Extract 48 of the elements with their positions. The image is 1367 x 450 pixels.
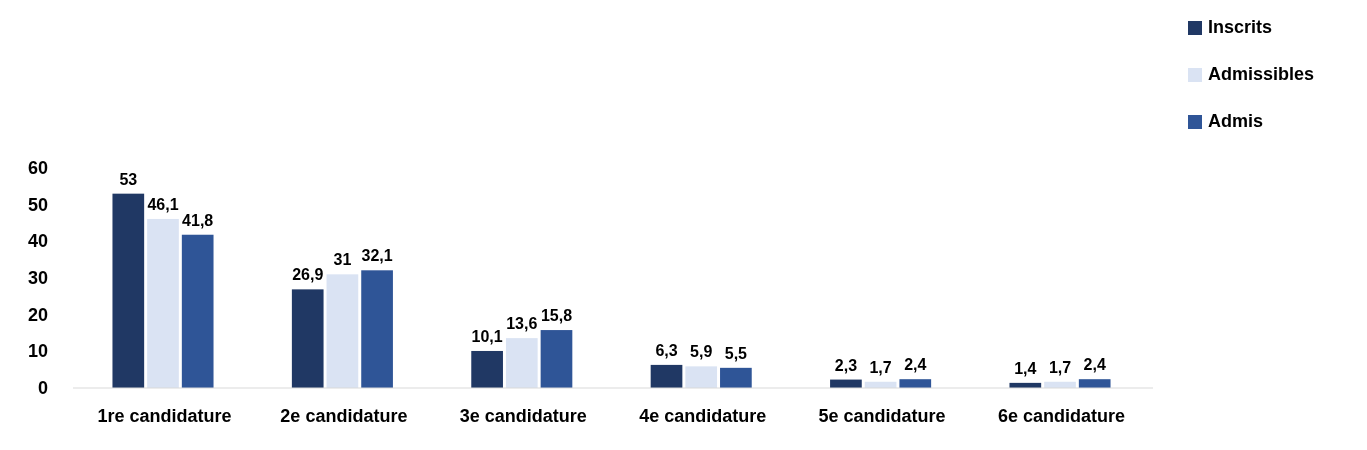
bar (291, 289, 324, 388)
x-tick-label: 4e candidature (639, 406, 767, 426)
bar (650, 364, 683, 388)
data-label: 6,3 (655, 341, 678, 359)
data-label: 1,7 (1048, 358, 1072, 376)
data-label: 26,9 (292, 266, 324, 284)
bar (505, 338, 538, 388)
bar (361, 270, 393, 388)
y-tick-label: 30 (27, 268, 48, 288)
data-label: 2,4 (1083, 356, 1106, 374)
legend-label: Inscrits (1208, 17, 1273, 37)
data-label: 2,3 (834, 356, 858, 374)
bar (685, 366, 718, 388)
x-tick-label: 3e candidature (459, 406, 587, 426)
x-tick-label: 2e candidature (280, 406, 408, 426)
legend-label: Admis (1208, 111, 1264, 131)
x-tick-label: 6e candidature (997, 406, 1126, 426)
data-label: 5,5 (724, 344, 748, 362)
data-label: 1,4 (1014, 359, 1037, 377)
bar (1078, 379, 1111, 388)
y-tick-label: 0 (37, 378, 48, 398)
data-label: 5,9 (690, 343, 713, 361)
data-label: 13,6 (506, 315, 538, 333)
bar (720, 367, 752, 388)
data-label: 41,8 (182, 211, 214, 229)
y-tick-label: 50 (27, 194, 48, 215)
bar (540, 330, 573, 388)
x-tick-label: 5e candidature (818, 406, 946, 426)
bar (899, 379, 932, 388)
y-tick-label: 10 (27, 341, 48, 362)
data-label: 46,1 (147, 195, 179, 213)
bar (326, 274, 359, 388)
bar (112, 193, 145, 388)
x-tick-label: 1re candidature (97, 406, 232, 426)
data-label: 31 (333, 251, 352, 269)
y-tick-label: 40 (27, 231, 48, 252)
data-label: 53 (119, 170, 138, 188)
data-label: 2,4 (904, 356, 927, 374)
data-label: 1,7 (869, 358, 892, 376)
legend-label: Admissibles (1208, 64, 1315, 84)
data-label: 32,1 (361, 247, 393, 265)
data-label: 10,1 (471, 327, 503, 345)
y-tick-label: 60 (27, 158, 48, 178)
y-tick-label: 20 (27, 304, 48, 325)
data-label: 15,8 (540, 307, 573, 325)
bar (181, 234, 214, 388)
bar (147, 218, 179, 388)
bar (471, 350, 503, 388)
